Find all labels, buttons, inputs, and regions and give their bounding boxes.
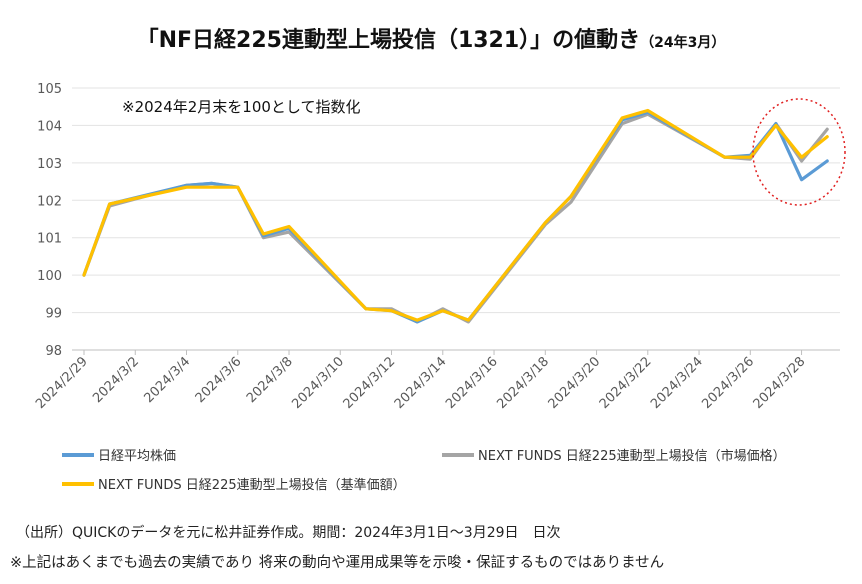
legend-label-nikkei: 日経平均株価: [98, 449, 177, 464]
legend-label-nav: NEXT FUNDS 日経225連動型上場投信（基準価額）: [98, 478, 406, 493]
y-tick-label: 100: [37, 269, 62, 284]
x-tick-label: 2024/2/29: [33, 354, 91, 412]
x-tick-label: 2024/3/2: [90, 354, 142, 406]
x-tick-label: 2024/3/8: [244, 354, 296, 406]
x-tick-label: 2024/3/10: [289, 354, 347, 412]
chart-title-sub: （24年3月）: [640, 35, 726, 51]
disclaimer-note: ※上記はあくまでも過去の実績であり 将来の動向や運用成果等を示唆・保証するもので…: [10, 555, 665, 571]
x-tick-label: 2024/3/16: [443, 354, 501, 412]
legend-item-nikkei: 日経平均株価: [62, 445, 176, 464]
x-tick-label: 2024/3/22: [597, 354, 655, 412]
series-lines: [82, 108, 829, 324]
series-line-0: [82, 110, 829, 324]
x-tick-label: 2024/3/14: [392, 354, 450, 412]
y-tick-label: 104: [37, 119, 62, 134]
y-tick-label: 101: [37, 232, 62, 247]
y-tick-label: 102: [37, 194, 62, 209]
x-tick-label: 2024/3/18: [494, 354, 552, 412]
series-line-1: [82, 112, 829, 324]
x-tick-label: 2024/3/24: [648, 354, 706, 412]
series-line-2: [82, 108, 829, 322]
legend-label-market-price: NEXT FUNDS 日経225連動型上場投信（市場価格）: [478, 449, 786, 464]
y-tick-label: 98: [45, 344, 62, 359]
legend-item-market-price: NEXT FUNDS 日経225連動型上場投信（市場価格）: [442, 445, 786, 464]
legend-swatch-market-price: [442, 452, 474, 457]
chart-title: 「NF日経225連動型上場投信（1321）」の値動き（24年3月）: [0, 22, 862, 54]
legend-item-nav: NEXT FUNDS 日経225連動型上場投信（基準価額）: [62, 474, 406, 493]
x-tick-label: 2024/3/20: [546, 354, 604, 412]
x-tick-label: 2024/3/6: [193, 354, 245, 406]
x-tick-label: 2024/3/28: [751, 354, 809, 412]
chart-title-main: 「NF日経225連動型上場投信（1321）」の値動き: [136, 28, 641, 53]
x-tick-label: 2024/3/4: [141, 354, 193, 406]
legend-swatch-nikkei: [62, 452, 94, 457]
highlight-circle: [752, 98, 846, 206]
y-tick-label: 99: [45, 307, 62, 322]
x-tick-label: 2024/3/26: [699, 354, 757, 412]
source-note: （出所）QUICKのデータを元に松井証券作成。期間：2024年3月1日～3月29…: [16, 525, 561, 541]
y-tick-label: 105: [37, 82, 62, 97]
gridlines: [72, 87, 840, 351]
legend-swatch-nav: [62, 481, 94, 486]
y-tick-label: 103: [37, 157, 62, 172]
x-tick-label: 2024/3/12: [341, 354, 399, 412]
chart-annotation: ※2024年2月末を100として指数化: [122, 98, 360, 116]
